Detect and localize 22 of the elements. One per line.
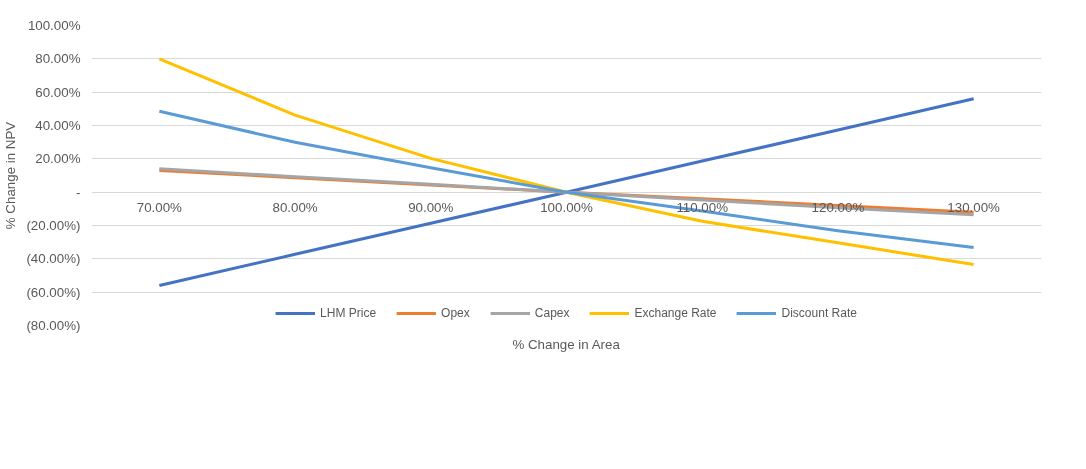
y-tick-label: (60.00%) [26, 284, 81, 300]
x-tick-label: 130.00% [947, 200, 1001, 216]
y-tick-label: - [76, 184, 81, 200]
y-tick-label: 60.00% [35, 84, 81, 100]
legend-label: LHM Price [320, 306, 377, 320]
y-tick-label: (20.00%) [26, 218, 81, 233]
y-tick-label: 100.00% [27, 18, 81, 33]
y-tick-label: (40.00%) [26, 251, 81, 267]
x-tick-label: 100.00% [540, 200, 593, 216]
legend-label: Exchange Rate [634, 306, 717, 320]
legend-label: Capex [534, 306, 570, 320]
legend-label: Opex [441, 306, 470, 320]
y-tick-label: (80.00%) [26, 318, 81, 333]
y-axis-title: % Change in NPV [3, 121, 19, 230]
legend-label: Discount Rate [781, 306, 857, 320]
y-tick-label: 80.00% [35, 51, 81, 67]
y-tick-label: 40.00% [35, 118, 81, 133]
x-axis-title: % Change in Area [512, 336, 621, 352]
x-tick-label: 70.00% [136, 200, 183, 216]
y-tick-label: 20.00% [35, 151, 81, 167]
x-tick-label: 80.00% [272, 200, 318, 216]
x-tick-label: 90.00% [408, 200, 454, 216]
